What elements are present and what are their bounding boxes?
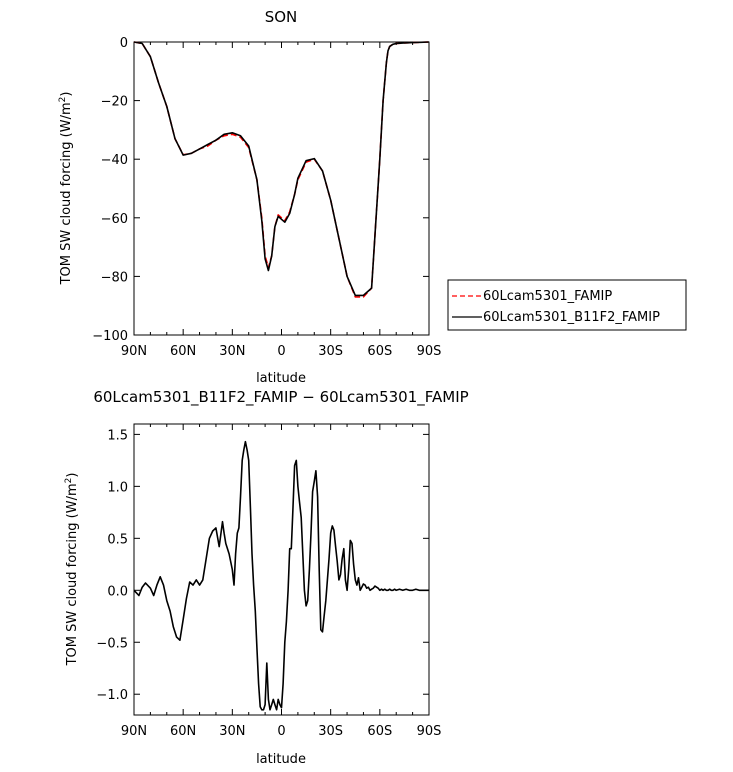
x-tick-label: 60S: [367, 344, 392, 359]
x-tick-label: 60N: [170, 724, 196, 739]
bottom-series-lines: [133, 440, 429, 711]
y-tick-label: −80: [101, 270, 128, 285]
legend-box: [447, 279, 687, 331]
bottom-chart-title: 60Lcam5301_B11F2_FAMIP − 60Lcam5301_FAMI…: [93, 388, 468, 407]
x-tick-label: 90S: [417, 344, 442, 359]
y-tick-label: −1.0: [96, 688, 128, 703]
x-tick-label: 90N: [121, 344, 147, 359]
x-tick-label: 90S: [417, 724, 442, 739]
top-x-axis-label: latitude: [256, 371, 306, 386]
x-tick-label: 30S: [318, 344, 343, 359]
x-tick-label: 60N: [170, 344, 196, 359]
x-tick-label: 30S: [318, 724, 343, 739]
y-tick-label: −100: [92, 329, 128, 344]
legend: 60Lcam5301_FAMIP 60Lcam5301_B11F2_FAMIP: [447, 279, 687, 331]
y-tick-label: 0: [120, 36, 128, 51]
top-panel: SON 90N 60N 30N 0 30S 60S 90S 0 −20 −40 −60 −80 −100…: [58, 8, 687, 386]
y-tick-label: 0.0: [107, 584, 128, 599]
x-tick-label: 90N: [121, 724, 147, 739]
legend-label-b11f2: 60Lcam5301_B11F2_FAMIP: [483, 310, 660, 325]
y-tick-label: −0.5: [96, 636, 128, 651]
x-tick-label: 0: [277, 724, 285, 739]
y-tick-label: 1.5: [107, 428, 128, 443]
series-line-0: [133, 440, 429, 711]
x-tick-label: 30N: [219, 344, 245, 359]
y-tick-label: −20: [101, 95, 128, 110]
y-tick-label: −60: [101, 212, 128, 227]
bottom-x-axis-label: latitude: [256, 752, 306, 767]
y-tick-label: −40: [101, 153, 128, 168]
series-line-1: [133, 41, 430, 297]
bottom-plot-frame: [133, 423, 430, 716]
legend-label-famip: 60Lcam5301_FAMIP: [483, 289, 612, 304]
x-tick-label: 0: [277, 344, 285, 359]
bottom-panel: 60Lcam5301_B11F2_FAMIP − 60Lcam5301_FAMI…: [64, 388, 469, 767]
top-chart-title: SON: [265, 8, 298, 26]
y-tick-label: 0.5: [107, 532, 128, 547]
x-tick-label: 30N: [219, 724, 245, 739]
top-series-lines: [133, 41, 430, 298]
y-tick-label: 1.0: [107, 480, 128, 495]
bottom-y-axis-label: TOM SW cloud forcing (W/m2): [64, 473, 80, 667]
x-tick-label: 60S: [367, 724, 392, 739]
bottom-axis-ticks: 90N 60N 30N 0 30S 60S 90S 1.5 1.0 0.5 0.0 −0.5 −1.0: [96, 424, 441, 739]
top-axis-ticks: 90N 60N 30N 0 30S 60S 90S 0 −20 −40 −60 −80 −100: [92, 36, 441, 359]
top-y-axis-label: TOM SW cloud forcing (W/m2): [58, 92, 74, 286]
